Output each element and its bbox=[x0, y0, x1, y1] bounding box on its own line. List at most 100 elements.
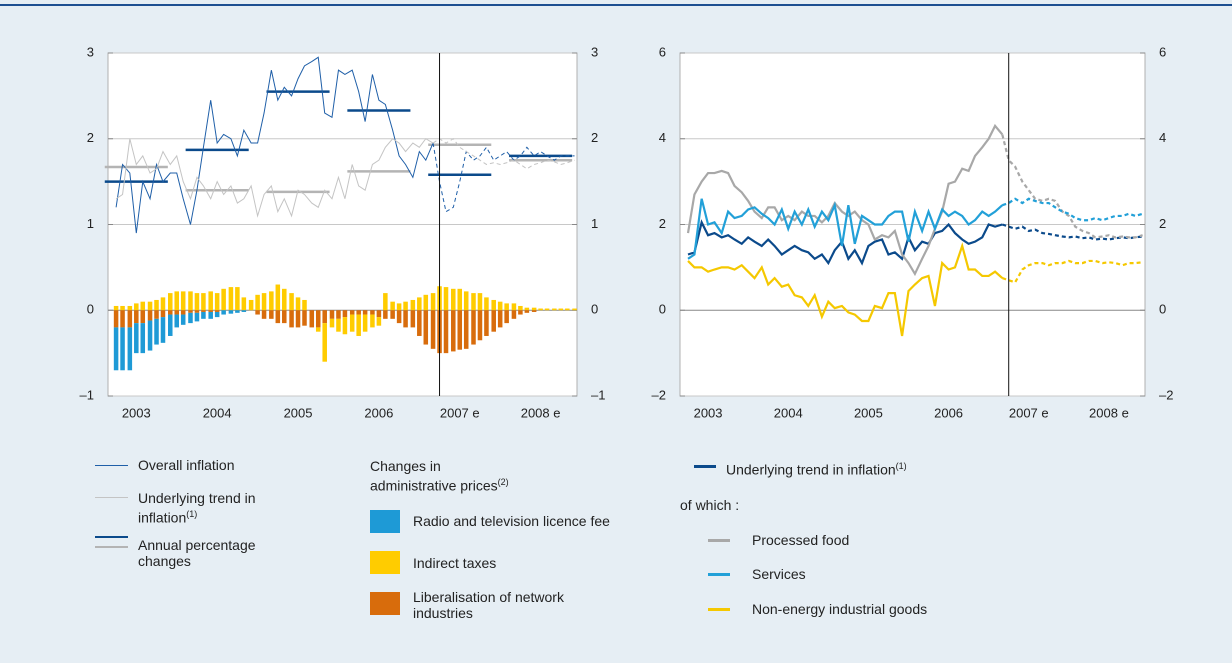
bar bbox=[180, 291, 186, 311]
series-line bbox=[687, 198, 1004, 260]
bar bbox=[160, 310, 166, 318]
bar bbox=[261, 293, 267, 311]
y-tick-label: –2 bbox=[652, 387, 666, 402]
bar bbox=[127, 305, 133, 311]
bar bbox=[275, 310, 281, 324]
bar bbox=[282, 310, 287, 324]
bar bbox=[524, 307, 530, 311]
bar bbox=[295, 310, 301, 328]
bar bbox=[518, 305, 523, 311]
top-rule bbox=[0, 4, 1232, 6]
bar bbox=[336, 310, 341, 319]
x-tick-label: 2005 bbox=[854, 405, 883, 420]
bar bbox=[463, 310, 469, 349]
bar bbox=[410, 299, 416, 311]
bar bbox=[120, 305, 125, 311]
bar bbox=[484, 297, 489, 311]
bar bbox=[201, 311, 206, 319]
bar bbox=[471, 293, 476, 311]
bar bbox=[147, 301, 153, 311]
legend-label: Underlying trend in inflation(1) bbox=[726, 458, 907, 478]
legend-swatch bbox=[708, 608, 730, 611]
forecast-line bbox=[1001, 197, 1143, 222]
forecast-line bbox=[1001, 134, 1143, 239]
bar bbox=[221, 288, 226, 311]
legend-swatch bbox=[95, 465, 128, 466]
y2-tick-label: 0 bbox=[591, 302, 598, 317]
bar bbox=[241, 297, 247, 311]
bar bbox=[255, 310, 260, 315]
bar bbox=[315, 327, 321, 332]
bar bbox=[154, 310, 159, 319]
legend-swatch bbox=[370, 510, 400, 533]
bar bbox=[322, 323, 327, 362]
bar bbox=[396, 310, 402, 324]
y-tick-label: 0 bbox=[87, 302, 94, 317]
bar bbox=[477, 310, 483, 341]
bar bbox=[558, 308, 564, 311]
y-tick-label: 2 bbox=[659, 216, 666, 231]
y2-tick-label: 2 bbox=[591, 130, 598, 145]
legend-swatch bbox=[370, 592, 400, 615]
bar bbox=[167, 310, 173, 315]
x-tick-label: 2008 e bbox=[1089, 405, 1129, 420]
bar bbox=[403, 301, 408, 311]
bar bbox=[147, 310, 153, 321]
bar bbox=[430, 293, 436, 311]
bar bbox=[390, 301, 395, 311]
bar bbox=[362, 314, 368, 332]
legend-label: Non-energy industrial goods bbox=[752, 601, 928, 617]
legend-swatch bbox=[708, 573, 730, 576]
bar bbox=[329, 310, 335, 319]
y2-tick-label: 3 bbox=[591, 44, 598, 59]
y-tick-label: 6 bbox=[659, 44, 666, 59]
bar bbox=[214, 310, 220, 312]
bar bbox=[147, 320, 153, 351]
bar bbox=[127, 310, 133, 328]
bar bbox=[302, 310, 307, 326]
bar bbox=[497, 301, 503, 311]
bar bbox=[370, 310, 375, 315]
bar bbox=[201, 310, 206, 312]
legend-label: Overall inflation bbox=[138, 457, 235, 473]
bar bbox=[134, 310, 139, 324]
bar bbox=[275, 284, 281, 311]
bar bbox=[295, 297, 301, 311]
footnote-mark: (1) bbox=[186, 509, 198, 519]
bar bbox=[383, 293, 388, 311]
legend-group-title: Changes in administrative prices(2) bbox=[370, 458, 520, 494]
bar bbox=[180, 310, 186, 315]
y2-tick-label: 4 bbox=[1159, 130, 1166, 145]
bar bbox=[194, 310, 200, 313]
bar bbox=[457, 288, 463, 311]
bar bbox=[214, 293, 220, 311]
bar bbox=[127, 327, 133, 371]
x-tick-label: 2006 bbox=[364, 405, 393, 420]
bar bbox=[140, 310, 146, 324]
bar bbox=[228, 310, 234, 314]
bar bbox=[208, 311, 213, 319]
bar bbox=[430, 310, 436, 349]
bar bbox=[376, 310, 382, 318]
legend-label: Liberalisation of network industries bbox=[413, 589, 564, 621]
bar bbox=[417, 297, 422, 311]
bar bbox=[221, 310, 226, 315]
bar bbox=[342, 317, 348, 335]
bar bbox=[302, 299, 307, 311]
bar bbox=[289, 310, 294, 328]
bar bbox=[194, 293, 200, 311]
bar bbox=[154, 299, 159, 311]
bar bbox=[443, 310, 449, 354]
bar bbox=[167, 293, 173, 311]
y2-tick-label: 0 bbox=[1159, 302, 1166, 317]
bar bbox=[531, 310, 537, 312]
bar bbox=[511, 310, 517, 319]
bar bbox=[214, 311, 220, 318]
bar bbox=[315, 310, 321, 328]
series-line bbox=[687, 219, 1003, 266]
bar bbox=[140, 301, 146, 311]
y2-tick-label: 6 bbox=[1159, 44, 1166, 59]
footnote-mark: (1) bbox=[895, 461, 907, 471]
bar bbox=[113, 310, 119, 328]
